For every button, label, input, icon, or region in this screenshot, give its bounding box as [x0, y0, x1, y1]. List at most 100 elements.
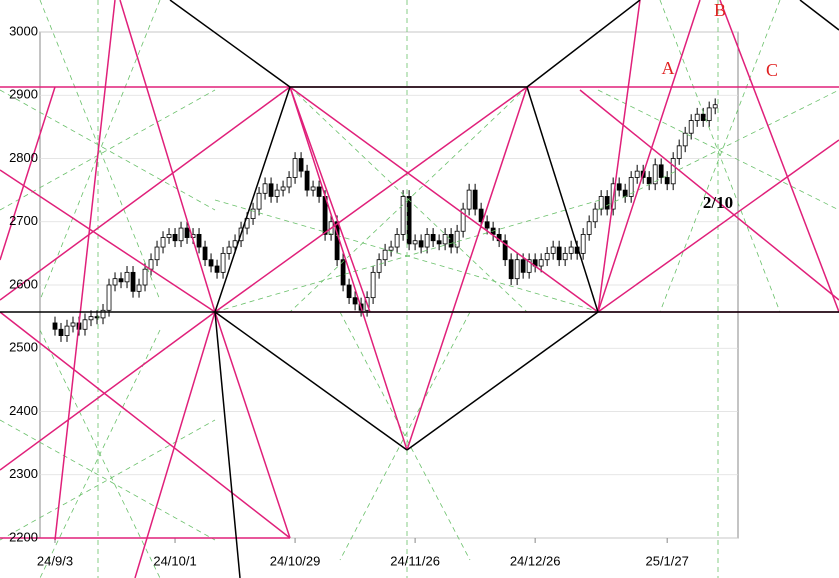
candle-body: [550, 246, 556, 254]
candle-body: [448, 233, 454, 248]
candle-body: [148, 259, 154, 270]
candle-body: [106, 284, 112, 311]
candle-body: [136, 284, 142, 292]
candle-body: [664, 177, 670, 185]
y-tick-label: 2600: [9, 276, 38, 291]
candle-body: [310, 186, 316, 191]
candle-body: [370, 271, 376, 299]
candle-body: [676, 145, 682, 159]
candle-body: [88, 316, 94, 321]
candle-body: [616, 183, 622, 191]
candle-body: [226, 246, 232, 254]
candle-body: [382, 249, 388, 261]
candle-body: [172, 233, 178, 242]
candle-body: [688, 120, 694, 134]
candle-body: [196, 233, 202, 248]
candle-body: [112, 278, 118, 286]
candle-body: [52, 322, 58, 330]
candle-body: [412, 240, 418, 245]
axis-labels: 2200 2300 2400 2500 2600 2700 2800 2900 3000 24/9…: [9, 23, 689, 568]
candle-body: [622, 189, 628, 197]
annotation: B: [714, 0, 726, 20]
candle-body: [58, 328, 64, 336]
candle-body: [604, 196, 610, 210]
candle-body: [520, 259, 526, 273]
candle-body: [298, 158, 304, 172]
candle-body: [178, 227, 184, 242]
y-tick-label: 2700: [9, 213, 38, 228]
candle-body: [184, 227, 190, 238]
y-tick-label: 2300: [9, 466, 38, 481]
candle-body: [436, 240, 442, 245]
candle-body: [586, 221, 592, 235]
candle-body: [670, 158, 676, 185]
candle-body: [100, 309, 106, 319]
candle-body: [280, 186, 286, 191]
x-tick-label: 24/12/26: [510, 553, 561, 568]
candle-body: [406, 196, 412, 245]
candle-body: [598, 196, 604, 210]
candle-body: [682, 132, 688, 147]
annotation: C: [766, 60, 778, 80]
candle-body: [592, 208, 598, 223]
candle-body: [442, 233, 448, 245]
candle-body: [202, 246, 208, 261]
candle-body: [418, 240, 424, 248]
candle-body: [346, 284, 352, 299]
candle-body: [64, 325, 70, 336]
candle-body: [580, 233, 586, 254]
candle-body: [82, 319, 88, 330]
candle-body: [304, 170, 310, 191]
candle-body: [430, 233, 436, 242]
y-tick-label: 3000: [9, 23, 38, 38]
candle-body: [94, 316, 100, 319]
candle-body: [376, 259, 382, 273]
candle-body: [478, 208, 484, 223]
candle-body: [394, 233, 400, 248]
x-tick-label: 24/9/3: [37, 553, 73, 568]
candle-body: [286, 177, 292, 188]
y-tick-label: 2900: [9, 87, 38, 102]
candle-body: [118, 278, 124, 283]
candle-body: [256, 192, 262, 210]
y-tick-label: 2500: [9, 340, 38, 355]
candle-body: [292, 158, 298, 178]
candle-body: [124, 271, 130, 283]
candle-body: [352, 297, 358, 305]
candle-body: [154, 246, 160, 261]
candle-body: [646, 177, 652, 185]
candle-body: [502, 240, 508, 261]
candles: [52, 98, 718, 342]
candle-body: [208, 259, 214, 267]
candle-body: [268, 183, 274, 197]
candle-body: [166, 233, 172, 238]
candle-body: [454, 230, 460, 248]
candle-body: [568, 246, 574, 254]
grid: [40, 31, 738, 543]
x-tick-label: 24/11/26: [390, 553, 440, 568]
candle-body: [262, 183, 268, 194]
candle-body: [274, 189, 280, 197]
candle-body: [400, 196, 406, 235]
candle-body: [316, 186, 322, 197]
candle-body: [388, 246, 394, 251]
y-tick-label: 2400: [9, 403, 38, 418]
candle-body: [628, 177, 634, 197]
candle-body: [508, 259, 514, 280]
y-tick-label: 2200: [9, 529, 38, 544]
x-tick-label: 24/10/1: [153, 553, 196, 568]
candle-body: [220, 252, 226, 273]
candle-body: [538, 259, 544, 267]
candle-body: [706, 107, 712, 121]
candle-body: [634, 170, 640, 178]
candle-body: [562, 252, 568, 261]
candle-body: [424, 233, 430, 248]
candle-body: [694, 113, 700, 121]
candle-body: [700, 113, 706, 121]
candle-body: [544, 252, 550, 261]
candle-body: [514, 259, 520, 280]
candle-body: [526, 259, 532, 273]
candle-body: [712, 104, 718, 109]
